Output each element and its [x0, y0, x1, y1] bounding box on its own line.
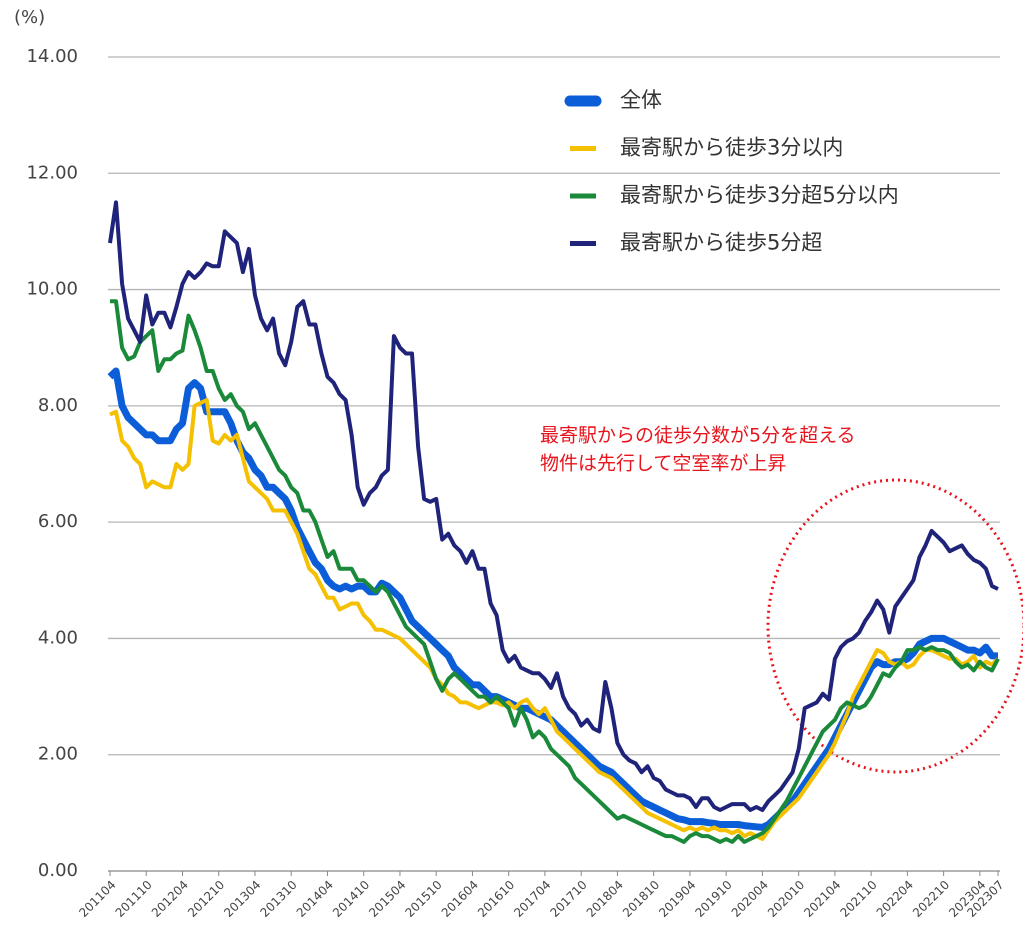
x-tick-label: 202204 [874, 878, 916, 920]
x-tick-label: 201110 [113, 878, 155, 920]
y-axis-label: (%) [14, 7, 45, 28]
annotation: 最寄駅からの徒歩分数が5分を超える [540, 425, 856, 447]
highlight-ellipse [766, 478, 1023, 774]
legend-label: 最寄駅から徒歩3分超5分以内 [620, 183, 899, 207]
y-tick-label: 6.00 [38, 511, 78, 532]
x-tick-label: 202210 [910, 878, 952, 920]
y-tick-label: 2.00 [38, 744, 78, 765]
annotation: 物件は先行して空室率が上昇 [540, 453, 786, 475]
legend-label: 最寄駅から徒歩3分以内 [620, 136, 843, 160]
x-tick-label: 202010 [765, 878, 807, 920]
series-line [110, 299, 1000, 844]
x-tick-label: 201710 [547, 878, 589, 920]
x-tick-label: 201610 [475, 878, 517, 920]
series-line [108, 200, 999, 812]
y-tick-label: 14.00 [26, 46, 78, 67]
x-tick-label: 201310 [258, 878, 300, 920]
x-tick-label: 201410 [330, 878, 372, 920]
x-tick-label: 201204 [149, 878, 191, 920]
x-tick-label: 201510 [403, 878, 445, 920]
x-tick-label: 201910 [692, 878, 734, 920]
y-tick-label: 12.00 [26, 162, 78, 183]
x-tick-label: 201304 [221, 878, 263, 920]
y-tick-label: 8.00 [38, 395, 78, 416]
x-tick-label: 202004 [729, 878, 771, 920]
x-tick-label: 201504 [366, 878, 408, 920]
x-tick-label: 202104 [801, 878, 843, 920]
x-tick-label: 201704 [511, 878, 553, 920]
y-tick-label: 4.00 [38, 627, 78, 648]
y-tick-label: 0.00 [38, 860, 78, 881]
legend-label: 最寄駅から徒歩5分超 [620, 231, 822, 255]
x-tick-label: 202110 [837, 878, 879, 920]
x-tick-label: 201104 [76, 878, 118, 920]
x-tick-label: 201804 [584, 878, 626, 920]
x-tick-label: 201810 [620, 878, 662, 920]
x-tick-label: 201210 [185, 878, 227, 920]
y-tick-label: 10.00 [26, 279, 78, 300]
x-tick-label: 201404 [294, 878, 336, 920]
legend-label: 全体 [620, 88, 662, 112]
x-tick-label: 201604 [439, 878, 481, 920]
x-tick-label: 201904 [656, 878, 698, 920]
